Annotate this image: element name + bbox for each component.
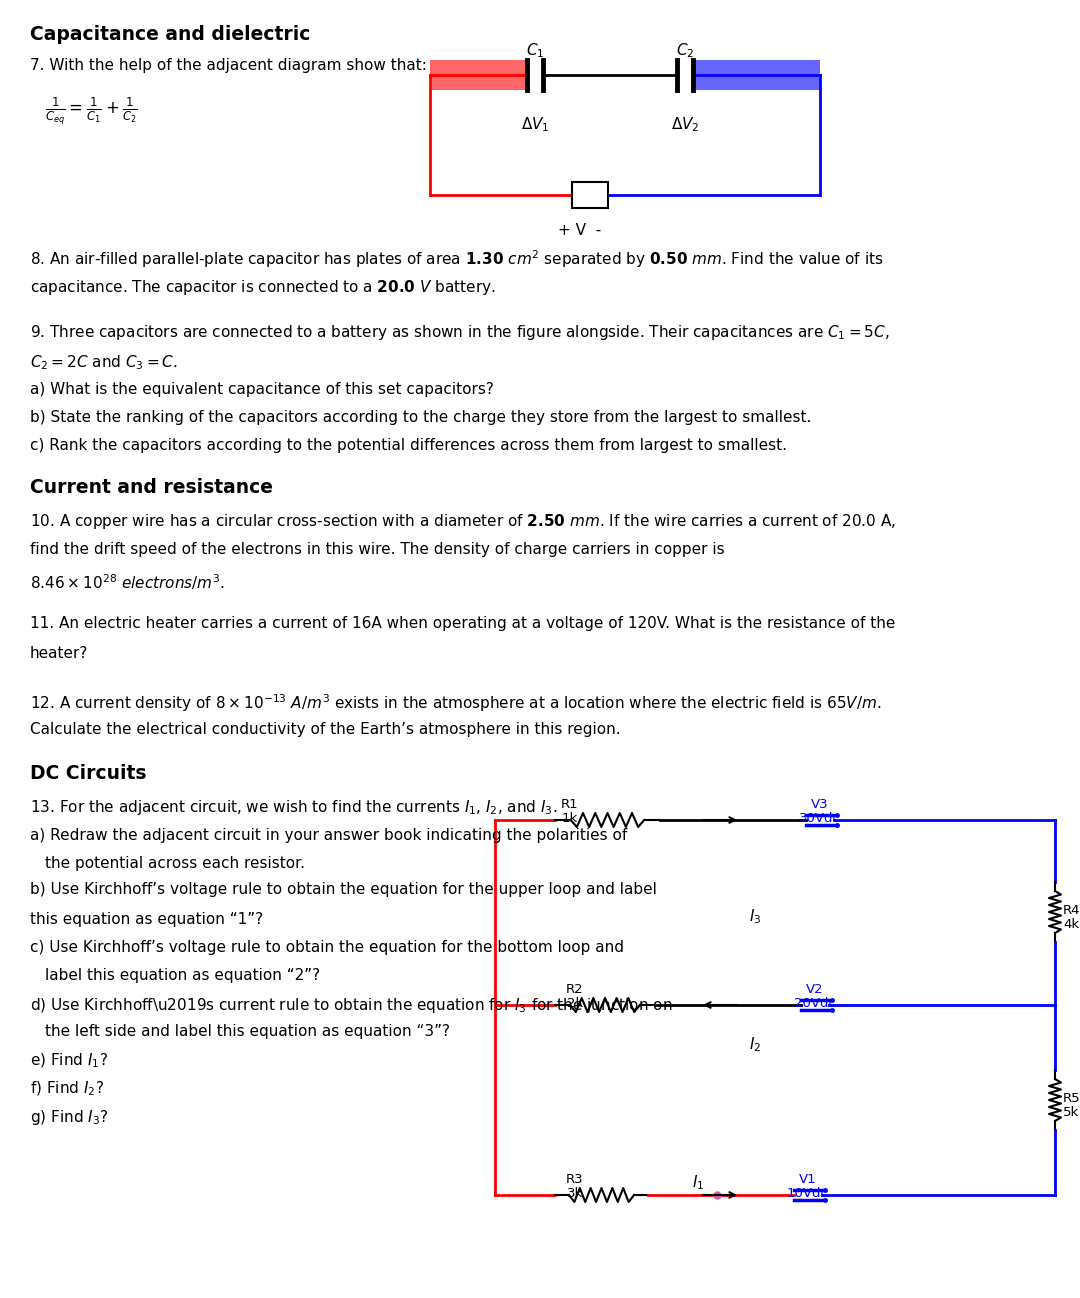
Text: a) Redraw the adjacent circuit in your answer book indicating the polarities of: a) Redraw the adjacent circuit in your a… bbox=[30, 828, 627, 842]
Text: label this equation as equation “2”?: label this equation as equation “2”? bbox=[45, 968, 320, 983]
Text: R5: R5 bbox=[1063, 1092, 1080, 1105]
Text: 9. Three capacitors are connected to a battery as shown in the figure alongside.: 9. Three capacitors are connected to a b… bbox=[30, 323, 890, 341]
Text: V1: V1 bbox=[799, 1173, 816, 1186]
Text: b) State the ranking of the capacitors according to the charge they store from t: b) State the ranking of the capacitors a… bbox=[30, 410, 811, 424]
Text: $I_3$: $I_3$ bbox=[748, 907, 761, 925]
Text: 7. With the help of the adjacent diagram show that:: 7. With the help of the adjacent diagram… bbox=[30, 58, 427, 73]
Text: + V  -: + V - bbox=[558, 223, 602, 238]
Text: DC Circuits: DC Circuits bbox=[30, 765, 147, 783]
Text: $I_1$: $I_1$ bbox=[692, 1173, 704, 1192]
Text: 8. An air-filled parallel-plate capacitor has plates of area $\mathbf{1.30}$ $\m: 8. An air-filled parallel-plate capacito… bbox=[30, 248, 883, 270]
Text: the potential across each resistor.: the potential across each resistor. bbox=[45, 855, 305, 871]
Bar bbox=[693, 60, 820, 90]
Text: $8.46 \times 10^{28}$ $\mathit{electrons/m}^3$.: $8.46 \times 10^{28}$ $\mathit{electrons… bbox=[30, 572, 225, 592]
Text: b) Use Kirchhoff’s voltage rule to obtain the equation for the upper loop and la: b) Use Kirchhoff’s voltage rule to obtai… bbox=[30, 883, 657, 897]
Text: 4k: 4k bbox=[1063, 918, 1079, 931]
Text: a) What is the equivalent capacitance of this set capacitors?: a) What is the equivalent capacitance of… bbox=[30, 382, 494, 397]
Text: R1: R1 bbox=[562, 798, 579, 811]
Text: g) Find $I_3$?: g) Find $I_3$? bbox=[30, 1108, 108, 1127]
Text: 20Vdc: 20Vdc bbox=[794, 997, 836, 1010]
Text: $I_2$: $I_2$ bbox=[748, 1035, 761, 1054]
Text: d) Use Kirchhoff\u2019s current rule to obtain the equation for $I_3$ for the ju: d) Use Kirchhoff\u2019s current rule to … bbox=[30, 996, 673, 1015]
Text: this equation as equation “1”?: this equation as equation “1”? bbox=[30, 912, 264, 927]
Text: $\Delta V_2$: $\Delta V_2$ bbox=[671, 116, 699, 134]
Text: 12. A current density of $8 \times 10^{-13}$ $A/m^3$ exists in the atmosphere at: 12. A current density of $8 \times 10^{-… bbox=[30, 692, 881, 714]
Text: 10Vdc: 10Vdc bbox=[787, 1186, 829, 1199]
Text: capacitance. The capacitor is connected to a $\mathbf{20.0}$ $\mathit{V}$ batter: capacitance. The capacitor is connected … bbox=[30, 278, 496, 297]
Text: c) Rank the capacitors according to the potential differences across them from l: c) Rank the capacitors according to the … bbox=[30, 437, 787, 453]
Text: heater?: heater? bbox=[30, 646, 89, 661]
Text: the left side and label this equation as equation “3”?: the left side and label this equation as… bbox=[45, 1024, 450, 1038]
Text: 2k: 2k bbox=[567, 997, 583, 1010]
Text: R3: R3 bbox=[566, 1173, 584, 1186]
Text: Calculate the electrical conductivity of the Earth’s atmosphere in this region.: Calculate the electrical conductivity of… bbox=[30, 722, 621, 737]
Text: $\frac{1}{C_{eq}} = \frac{1}{C_1} + \frac{1}{C_2}$: $\frac{1}{C_{eq}} = \frac{1}{C_1} + \fra… bbox=[45, 95, 138, 126]
Text: Current and resistance: Current and resistance bbox=[30, 478, 273, 497]
Text: 11. An electric heater carries a current of 16A when operating at a voltage of 1: 11. An electric heater carries a current… bbox=[30, 617, 895, 631]
Text: e) Find $I_1$?: e) Find $I_1$? bbox=[30, 1051, 108, 1071]
Text: find the drift speed of the electrons in this wire. The density of charge carrie: find the drift speed of the electrons in… bbox=[30, 543, 725, 557]
Text: V2: V2 bbox=[806, 983, 824, 996]
Text: Capacitance and dielectric: Capacitance and dielectric bbox=[30, 25, 310, 44]
Text: $\Delta V_1$: $\Delta V_1$ bbox=[521, 116, 550, 134]
Text: R4: R4 bbox=[1063, 903, 1080, 916]
Bar bbox=[572, 182, 608, 208]
Text: $C_2$: $C_2$ bbox=[676, 42, 694, 60]
Text: 3k: 3k bbox=[567, 1186, 583, 1199]
Text: R2: R2 bbox=[566, 983, 584, 996]
Text: 1k: 1k bbox=[562, 813, 578, 826]
Text: f) Find $I_2$?: f) Find $I_2$? bbox=[30, 1080, 104, 1098]
Text: c) Use Kirchhoff’s voltage rule to obtain the equation for the bottom loop and: c) Use Kirchhoff’s voltage rule to obtai… bbox=[30, 940, 624, 955]
Text: 5k: 5k bbox=[1063, 1106, 1079, 1119]
Bar bbox=[430, 60, 527, 90]
Text: 13. For the adjacent circuit, we wish to find the currents $I_1$, $I_2$, and $I_: 13. For the adjacent circuit, we wish to… bbox=[30, 798, 557, 816]
Text: $C_1$: $C_1$ bbox=[526, 42, 544, 60]
Text: $C_2 = 2C$ and $C_3 = C$.: $C_2 = 2C$ and $C_3 = C$. bbox=[30, 353, 178, 371]
Text: V3: V3 bbox=[811, 798, 828, 811]
Text: 10. A copper wire has a circular cross-section with a diameter of $\mathbf{2.50}: 10. A copper wire has a circular cross-s… bbox=[30, 511, 896, 531]
Text: 30Vdc: 30Vdc bbox=[799, 813, 841, 826]
